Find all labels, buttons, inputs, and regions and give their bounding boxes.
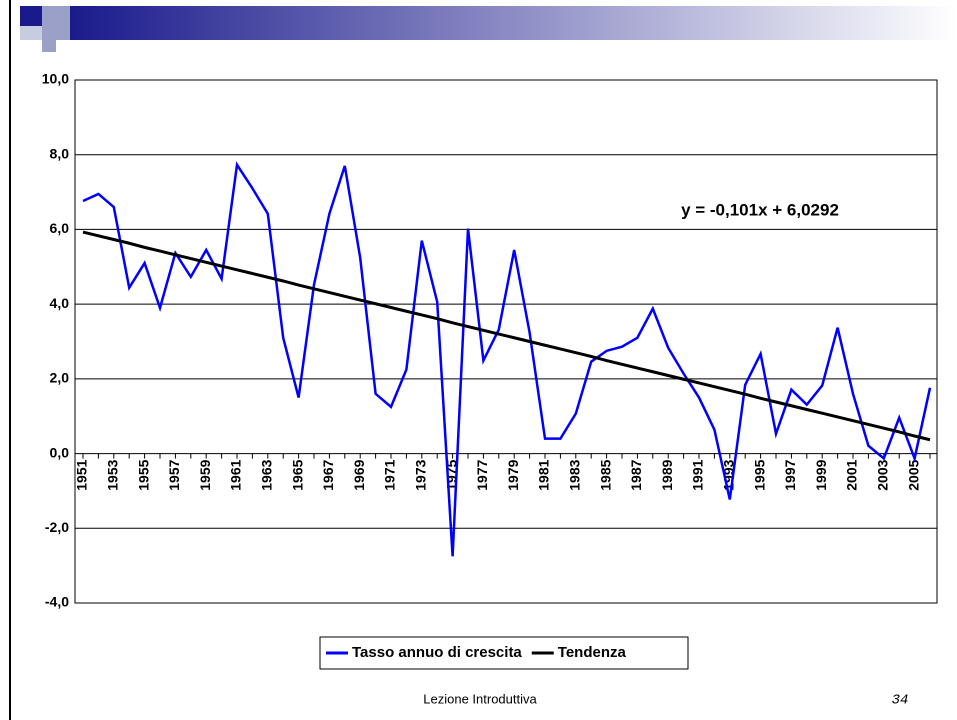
- header-square: [20, 6, 42, 26]
- x-tick-label: 1985: [597, 459, 613, 490]
- trend-equation: y = -0,101x + 6,0292: [681, 200, 839, 219]
- x-tick-label: 1957: [166, 459, 182, 490]
- x-tick-label: 1979: [505, 459, 521, 490]
- x-tick-label: 1967: [320, 459, 336, 490]
- x-tick-label: 1983: [567, 459, 583, 490]
- x-tick-label: 1965: [289, 459, 305, 490]
- y-tick-label: -2,0: [45, 519, 69, 535]
- x-tick-label: 1951: [74, 459, 90, 490]
- x-tick-label: 2005: [905, 459, 921, 490]
- series-line: [82, 161, 932, 557]
- series-line: [82, 230, 931, 442]
- x-tick-label: 1977: [474, 459, 490, 490]
- y-tick-label: 8,0: [50, 145, 70, 161]
- x-tick-label: 1997: [782, 459, 798, 490]
- x-tick-label: 1999: [813, 459, 829, 490]
- x-tick-label: 1959: [197, 459, 213, 490]
- page-number: 34: [892, 693, 909, 709]
- y-tick-label: 6,0: [50, 220, 70, 236]
- y-tick-label: 2,0: [50, 370, 70, 386]
- x-tick-label: 1995: [751, 459, 767, 490]
- x-tick-label: 1973: [413, 459, 429, 490]
- y-tick-label: 10,0: [42, 71, 69, 87]
- header-square: [20, 26, 42, 40]
- y-tick-label: 4,0: [50, 295, 70, 311]
- legend-items: Tasso annuo di crescita Tendenza: [326, 644, 627, 661]
- header-square: [42, 6, 70, 40]
- plot: -4,0 -2,0 0,0 2,0 4,0 6,0 8,0 10,0 1951 1953 1955 1…: [42, 71, 937, 610]
- footer-text: Lezione Introduttiva: [423, 691, 537, 706]
- x-tick-label: 1971: [382, 459, 398, 490]
- legend-label: Tasso annuo di crescita: [352, 644, 522, 661]
- legend: [319, 636, 689, 670]
- x-tick-label: 1961: [228, 459, 244, 490]
- x-tick-label: 1963: [259, 459, 275, 490]
- y-tick-label: -4,0: [45, 594, 69, 610]
- header-bar: [70, 6, 957, 40]
- x-tick-label: 1989: [659, 459, 675, 490]
- x-tick-label: 1987: [628, 459, 644, 490]
- x-tick-label: 1955: [135, 459, 151, 490]
- header-square: [42, 40, 56, 52]
- x-tick-label: 1953: [105, 459, 121, 490]
- y-tick-label: 0,0: [50, 444, 70, 460]
- legend-label: Tendenza: [558, 644, 627, 661]
- x-tick-label: 2001: [844, 459, 860, 490]
- x-tick-label: 2003: [875, 459, 891, 490]
- x-tick-label: 1981: [536, 459, 552, 490]
- x-tick-label: 1969: [351, 459, 367, 490]
- x-tick-label: 1991: [690, 459, 706, 490]
- plot-area: [74, 79, 938, 604]
